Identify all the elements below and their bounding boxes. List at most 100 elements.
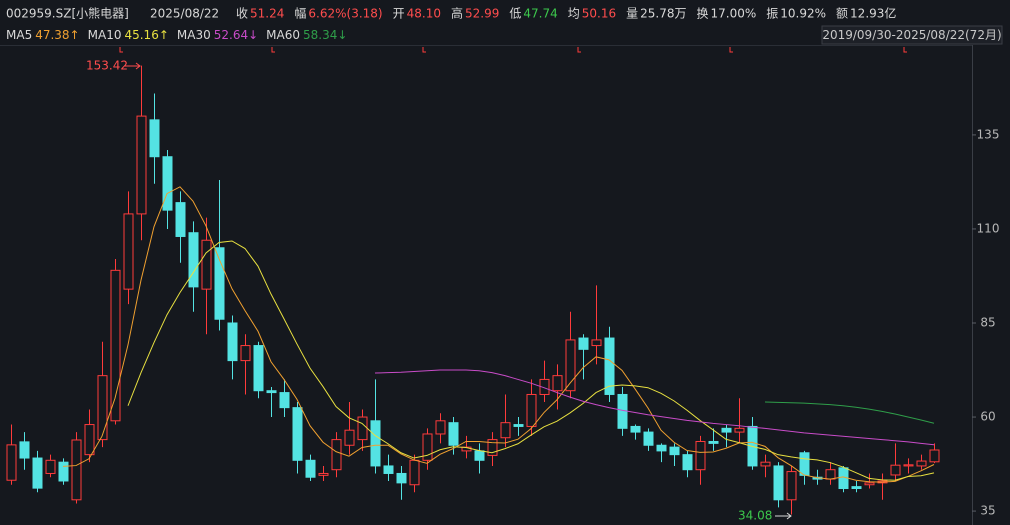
header-label: 收 [236,7,248,21]
candle-body [669,446,680,456]
header-value: 47.74 [523,7,557,21]
legend-name: MA30 [177,28,211,42]
header-label: 均 [568,7,580,21]
header-value: 48.10 [407,7,441,21]
candle-body [6,444,17,481]
legend-name: MA60 [266,28,300,42]
candle-body [266,390,277,394]
annotation-arrow [124,62,141,70]
candle-body [396,472,407,484]
header-value: 6.62%(3.18) [308,7,382,21]
candle-body [136,115,147,215]
date: 2025/08/22 [150,7,219,21]
year-markers [119,47,907,53]
candle-body [526,393,537,427]
candle-body [500,422,511,439]
legend-value: 52.64↓ [214,28,258,42]
candle-body [474,450,485,461]
candle-body [760,461,771,467]
header-label: 高 [451,6,463,21]
candle-body [695,440,706,471]
candle-body [110,269,121,422]
candle-body [890,464,901,476]
y-tick-label: 110 [977,221,1000,235]
candle-body [643,431,654,446]
candle-body [656,444,667,452]
candle-body [188,232,199,288]
candle-body [851,486,862,490]
candle-body [149,119,160,158]
legend-name: MA10 [88,28,122,42]
y-tick-label: 60 [980,410,995,424]
candle-body [708,440,719,444]
header-label: 振 [766,7,778,21]
header-label: 低 [509,7,521,21]
header-label: 量 [626,7,638,21]
header-value: 17.00% [710,7,756,21]
candle-body [604,337,615,395]
range-label: 2019/09/30-2025/08/22(72月) [822,28,1001,42]
candle-body [292,407,303,461]
candle-body [422,433,433,461]
header-value: 50.16 [582,7,616,21]
y-tick-label: 35 [980,504,995,518]
header-value: 10.92% [780,7,826,21]
candle-body [19,441,30,459]
legend-value: 45.16↑ [124,28,168,42]
candle-body [448,422,459,446]
candle-body [227,322,238,362]
candle-body [552,375,563,392]
annotation-arrow [775,512,792,520]
candle-body [214,247,225,320]
candle-body [240,345,251,362]
candle-body [513,424,524,427]
legend-name: MA5 [6,28,32,42]
candle-body [435,420,446,435]
candle-body [682,454,693,471]
annotation: 153.42 [86,59,128,73]
candle-body [58,461,69,482]
candle-body [71,439,82,501]
candle-body [344,429,355,446]
candle-body [279,392,290,409]
candle-body [864,482,875,486]
candle-body [32,457,43,489]
legend-value: 47.38↑ [35,28,79,42]
ma-line [374,369,935,446]
candle-body [45,459,56,474]
candle-body [97,375,108,441]
candle-body [409,459,420,486]
ma-line [62,186,935,483]
legend-value: 58.34↓ [303,28,347,42]
header-value: 51.24 [250,7,284,21]
candle-body [591,339,602,347]
candle-body [162,156,173,211]
ma-line [127,240,935,481]
candle-body [734,427,745,433]
candle-body [357,416,368,441]
candle-body [318,472,329,476]
candle-body [916,460,927,467]
y-tick-label: 85 [980,315,995,329]
range-box [821,25,1003,45]
candle-body [799,452,810,476]
candle-body [175,202,186,237]
candle-body [383,465,394,474]
candle-body [331,439,342,471]
candle-body [305,459,316,478]
header-value: 52.99 [465,7,499,21]
candle-body [539,378,550,395]
candle-body [825,469,836,480]
candle-body [903,464,914,467]
candle-body [253,345,264,392]
candle-body [929,449,940,463]
candle-body [578,337,589,350]
header-label: 开 [393,7,405,21]
header-value: 12.93亿 [850,6,896,21]
symbol: 002959.SZ[小熊电器] [6,6,129,21]
candle-body [370,420,381,467]
candle-body [123,213,134,290]
candle-body [630,425,641,433]
header-value: 25.78万 [640,7,686,21]
